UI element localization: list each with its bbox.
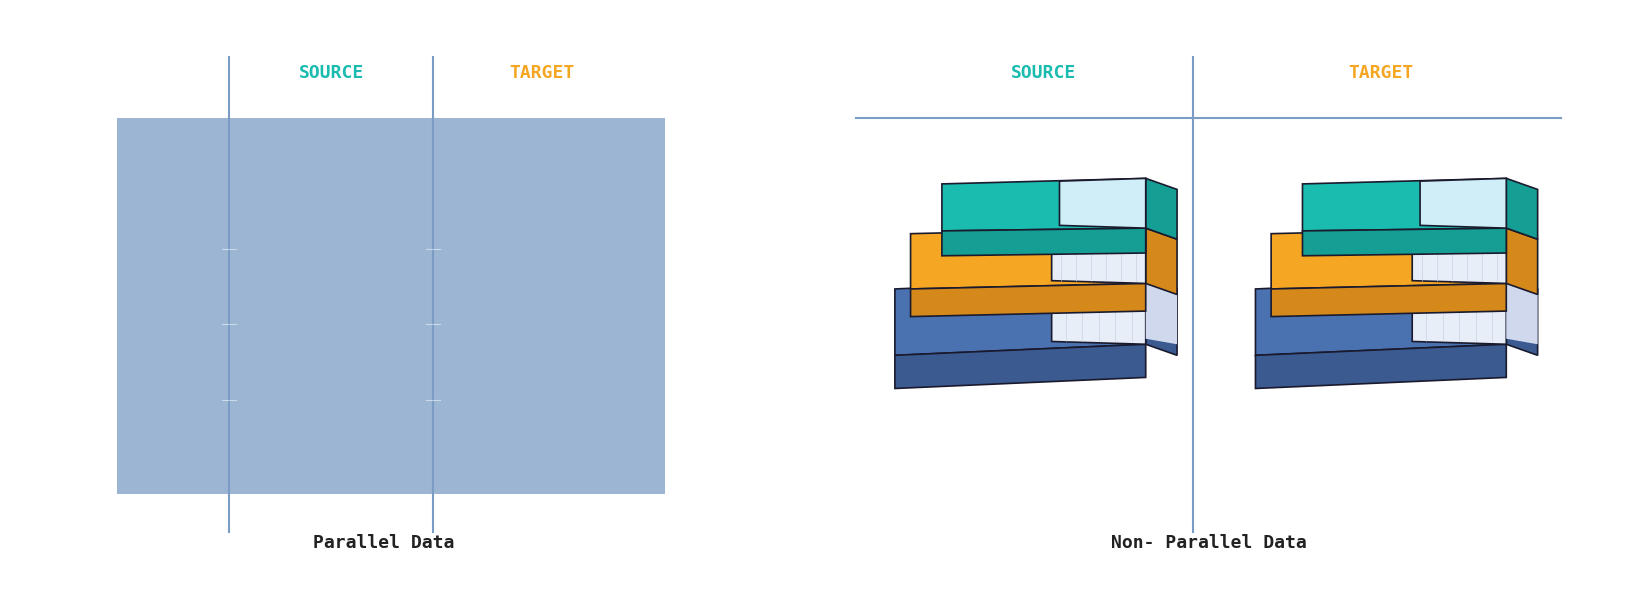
Polygon shape [1302,228,1505,256]
Polygon shape [1412,228,1505,284]
Polygon shape [911,228,1146,289]
Polygon shape [894,344,1146,388]
Polygon shape [1505,228,1537,294]
Polygon shape [1270,228,1505,289]
Text: TARGET: TARGET [1348,64,1413,82]
Polygon shape [942,228,1146,256]
Polygon shape [942,178,1146,231]
Polygon shape [1051,228,1146,284]
Polygon shape [1146,178,1177,239]
Polygon shape [1146,228,1177,294]
Polygon shape [1505,278,1537,355]
Text: TARGET: TARGET [509,64,574,82]
Bar [118,118,664,493]
Text: SOURCE: SOURCE [1010,64,1075,82]
Polygon shape [1146,278,1177,355]
Text: Non- Parallel Data: Non- Parallel Data [1110,534,1306,552]
Polygon shape [1302,178,1505,231]
Polygon shape [1255,344,1505,388]
Polygon shape [911,284,1146,317]
Text: Parallel Data: Parallel Data [313,534,454,552]
Text: SOURCE: SOURCE [299,64,364,82]
Polygon shape [894,278,1146,355]
Polygon shape [1051,278,1146,344]
Polygon shape [1420,178,1505,228]
Polygon shape [1255,278,1505,355]
Polygon shape [1505,278,1537,344]
Polygon shape [1059,178,1146,228]
Polygon shape [1146,278,1177,344]
Polygon shape [1270,284,1505,317]
Polygon shape [1412,278,1505,344]
Polygon shape [1505,178,1537,239]
